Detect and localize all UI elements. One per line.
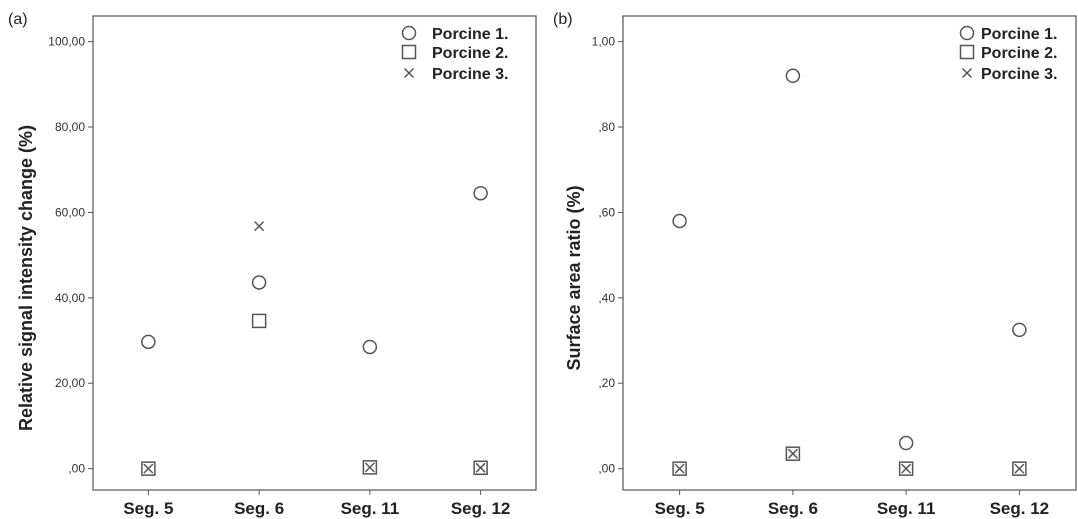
data-point <box>672 213 687 229</box>
legend-entry: Porcine 1. <box>432 26 508 43</box>
y-tick-label: ,00 <box>68 462 85 476</box>
x-tick-label: Seg. 6 <box>768 499 818 518</box>
y-tick-label: 80,00 <box>55 120 85 134</box>
data-point <box>364 462 375 473</box>
data-point <box>785 68 801 84</box>
data-point <box>674 463 685 474</box>
legend-symbol <box>401 44 417 60</box>
legend-symbol <box>961 67 973 79</box>
x-tick-label: Seg. 5 <box>123 499 173 518</box>
data-point <box>254 221 265 232</box>
data-point <box>1012 461 1027 476</box>
x-tick-label: Seg. 12 <box>990 499 1050 518</box>
y-tick-label: 60,00 <box>55 205 85 219</box>
legend-symbol <box>959 44 975 60</box>
data-point <box>1014 463 1025 474</box>
data-point <box>1012 322 1027 338</box>
y-axis-title: Surface area ratio (%) <box>564 185 584 370</box>
panel-label: (b) <box>553 11 573 28</box>
legend-entry: Porcine 3. <box>981 66 1057 83</box>
data-point <box>362 460 378 475</box>
legend-entry: Porcine 3. <box>432 66 508 83</box>
y-tick-label: 1,00 <box>592 35 616 49</box>
data-point <box>901 463 912 474</box>
data-point <box>785 446 801 461</box>
chart-panel-a: (a) ,00 20,00 40,00 60,00 80,00 100,00 Seg. 5 Se… <box>8 11 537 518</box>
y-tick-label: ,00 <box>598 462 615 476</box>
x-tick-label: Seg. 11 <box>341 499 400 518</box>
x-tick-label: Seg. 6 <box>234 499 284 518</box>
y-tick-label: ,80 <box>598 120 615 134</box>
data-point <box>475 462 486 473</box>
panel-label: (a) <box>8 11 28 28</box>
y-tick-label: ,20 <box>598 376 615 390</box>
data-point <box>251 313 267 329</box>
y-axis-title: Relative signal intensity change (%) <box>16 125 36 431</box>
x-tick-label: Seg. 12 <box>451 499 511 518</box>
legend-symbol <box>403 67 415 79</box>
data-point <box>473 460 488 476</box>
data-point <box>141 334 156 350</box>
y-tick-label: ,60 <box>598 205 615 219</box>
data-point <box>473 185 488 201</box>
data-point <box>251 275 267 290</box>
y-tick-label: 20,00 <box>55 376 85 390</box>
data-point <box>898 435 914 451</box>
legend-symbol <box>959 25 975 41</box>
y-tick-label: 100,00 <box>48 35 85 49</box>
data-point <box>143 463 154 474</box>
data-point <box>672 461 687 476</box>
legend-entry: Porcine 1. <box>981 26 1057 43</box>
y-tick-label: 40,00 <box>55 291 85 305</box>
x-tick-label: Seg. 11 <box>877 499 936 518</box>
x-tick-label: Seg. 5 <box>655 499 705 518</box>
y-tick-label: ,40 <box>598 291 615 305</box>
legend-entry: Porcine 2. <box>981 45 1057 62</box>
plot-frame <box>92 15 537 491</box>
legend-symbol <box>401 25 417 41</box>
chart-panel-b: (b) ,00 ,20 ,40 ,60 ,80 1,00 Seg. 5 Seg. 6 Seg. 1… <box>553 11 1077 518</box>
data-point <box>898 461 914 476</box>
legend-entry: Porcine 2. <box>432 45 508 62</box>
plot-frame <box>622 15 1077 491</box>
data-point <box>362 339 378 355</box>
data-point <box>141 461 156 476</box>
data-point <box>787 448 798 459</box>
